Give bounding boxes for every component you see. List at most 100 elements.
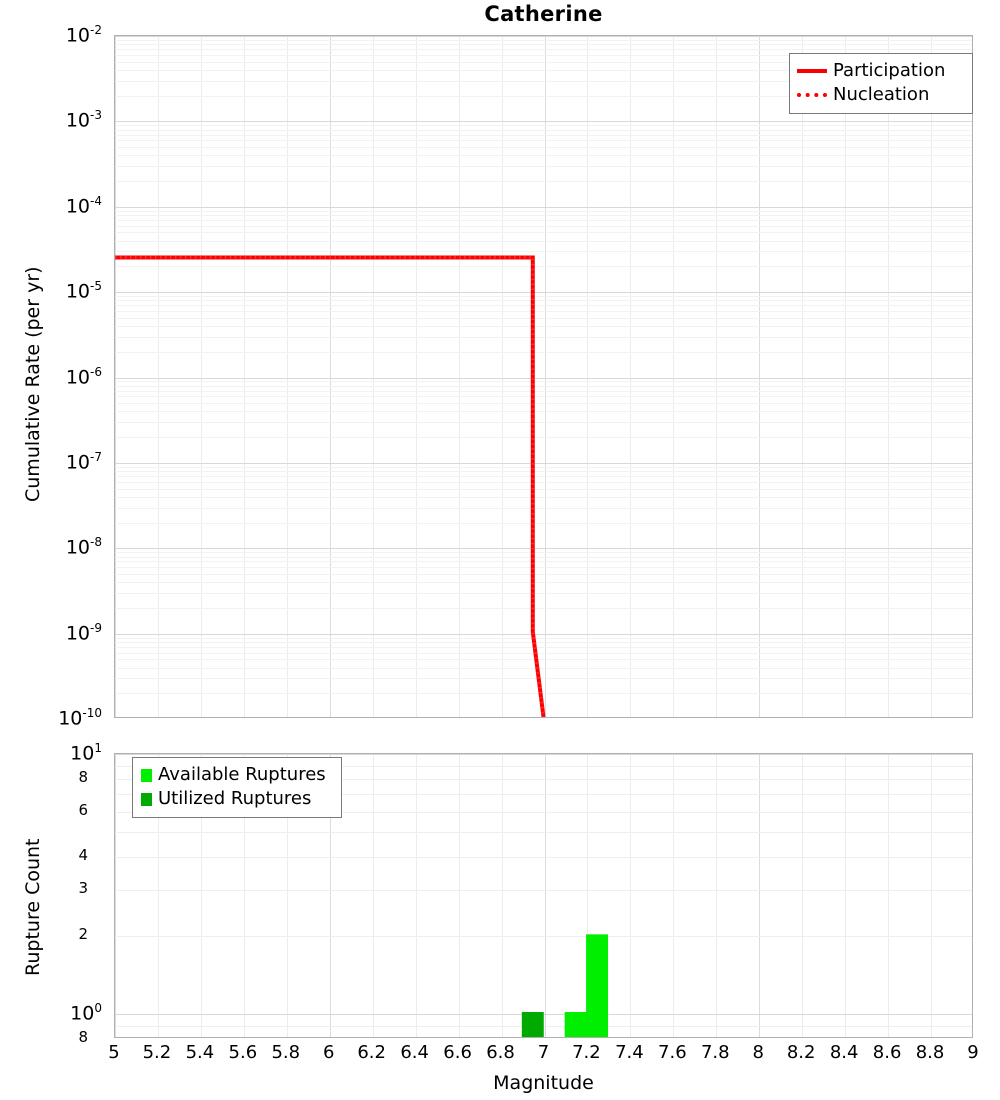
gridline-horizontal <box>115 121 972 122</box>
gridline-horizontal-minor <box>115 482 972 483</box>
gridline-horizontal-minor <box>115 81 972 82</box>
lower-y-tick: 6 <box>78 800 88 819</box>
gridline-horizontal-minor <box>115 226 972 227</box>
gridline-vertical <box>330 754 331 1037</box>
legend-label: Utilized Ruptures <box>158 788 312 809</box>
lower-y-tick: 3 <box>78 878 88 897</box>
gridline-horizontal-minor <box>115 140 972 141</box>
upper-legend: Participation Nucleation <box>789 53 973 114</box>
gridline-horizontal-minor <box>115 155 972 156</box>
gridline-horizontal-minor <box>115 166 972 167</box>
gridline-horizontal-minor <box>115 476 972 477</box>
gridline-horizontal-minor <box>115 582 972 583</box>
gridline-vertical <box>115 36 116 717</box>
nucleation-line <box>115 256 545 717</box>
gridline-horizontal-minor <box>115 70 972 71</box>
lower-y-tick: 101 <box>70 741 102 765</box>
gridline-horizontal-minor <box>115 40 972 41</box>
gridline-horizontal <box>115 292 972 293</box>
gridline-vertical <box>244 36 245 717</box>
solid-line-icon <box>797 69 827 73</box>
gridline-vertical <box>673 36 674 717</box>
gridline-vertical <box>502 36 503 717</box>
lower-y-tick: 100 <box>70 1000 102 1025</box>
x-tick: 7.2 <box>572 1042 601 1063</box>
gridline-horizontal-minor <box>115 574 972 575</box>
gridline-horizontal <box>115 378 972 379</box>
legend-item[interactable]: Nucleation <box>797 83 965 107</box>
gridline-horizontal <box>115 754 972 755</box>
gridline-vertical <box>158 754 159 1037</box>
x-tick: 8 <box>752 1042 764 1063</box>
gridline-vertical <box>287 36 288 717</box>
gridline-horizontal <box>115 779 972 780</box>
gridline-horizontal-minor <box>115 211 972 212</box>
x-tick: 8.2 <box>786 1042 816 1063</box>
gridline-vertical <box>759 754 760 1037</box>
gridline-vertical <box>716 36 717 717</box>
gridline-horizontal-minor <box>115 508 972 509</box>
x-tick: 6.6 <box>443 1042 472 1063</box>
gridline-horizontal <box>115 794 972 795</box>
lower-y-tick: 2 <box>78 924 88 943</box>
gridline-horizontal-minor <box>115 653 972 654</box>
gridline-horizontal-minor <box>115 489 972 490</box>
gridline-horizontal-minor <box>115 647 972 648</box>
gridline-horizontal <box>115 857 972 858</box>
x-tick: 6.8 <box>486 1042 515 1063</box>
x-tick: 8.6 <box>872 1042 902 1063</box>
gridline-vertical <box>416 36 417 717</box>
gridline-vertical <box>630 36 631 717</box>
gridline-horizontal-minor <box>115 62 972 63</box>
gridline-horizontal-minor <box>115 220 972 221</box>
gridline-horizontal <box>115 207 972 208</box>
legend-item[interactable]: Available Ruptures <box>140 763 334 787</box>
gridline-vertical <box>931 36 932 717</box>
gridline-horizontal <box>115 766 972 767</box>
gridline-horizontal <box>115 36 972 37</box>
gridline-vertical <box>630 754 631 1037</box>
x-tick: 7.4 <box>615 1042 644 1063</box>
gridline-vertical <box>373 36 374 717</box>
gridline-horizontal-minor <box>115 552 972 553</box>
gridline-horizontal <box>115 548 972 549</box>
x-tick: 6.2 <box>357 1042 386 1063</box>
rupture-bar <box>521 1011 544 1037</box>
gridline-horizontal-minor <box>115 318 972 319</box>
x-axis-label: Magnitude <box>493 1072 594 1094</box>
gridline-vertical <box>502 754 503 1037</box>
x-tick: 9 <box>967 1042 979 1063</box>
gridline-vertical <box>673 754 674 1037</box>
upper-y-tick: 10-9 <box>65 620 102 644</box>
legend-item[interactable]: Utilized Ruptures <box>140 787 334 811</box>
gridline-horizontal-minor <box>115 326 972 327</box>
gridline-horizontal <box>115 936 972 937</box>
participation-line <box>115 255 546 717</box>
gridline-vertical <box>416 754 417 1037</box>
x-tick: 5.8 <box>271 1042 301 1063</box>
gridline-vertical <box>888 36 889 717</box>
x-tick: 6 <box>323 1042 335 1063</box>
gridline-horizontal-minor <box>115 638 972 639</box>
legend-item[interactable]: Participation <box>797 59 965 83</box>
gridline-horizontal-minor <box>115 467 972 468</box>
gridline-horizontal-minor <box>115 659 972 660</box>
gridline-horizontal-minor <box>115 422 972 423</box>
lower-y-tick: 8 <box>78 768 88 787</box>
gridline-vertical <box>545 754 546 1037</box>
gridline-horizontal-minor <box>115 567 972 568</box>
x-tick: 5 <box>108 1042 120 1063</box>
gridline-horizontal-minor <box>115 381 972 382</box>
gridline-horizontal <box>115 812 972 813</box>
gridline-vertical <box>545 36 546 717</box>
gridline-horizontal-minor <box>115 130 972 131</box>
gridline-horizontal <box>115 634 972 635</box>
gridline-horizontal-minor <box>115 147 972 148</box>
gridline-horizontal <box>115 890 972 891</box>
gridline-horizontal-minor <box>115 44 972 45</box>
gridline-vertical <box>459 36 460 717</box>
gridline-horizontal-minor <box>115 668 972 669</box>
gridline-horizontal-minor <box>115 337 972 338</box>
x-tick: 5.4 <box>185 1042 215 1063</box>
